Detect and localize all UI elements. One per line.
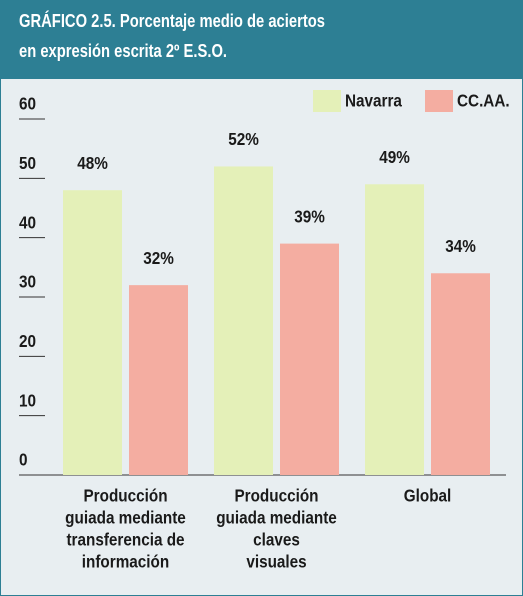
y-tick-label: 50: [19, 153, 36, 173]
legend-label: Navarra: [345, 91, 403, 111]
x-tick-label: guiada mediante: [65, 508, 186, 528]
value-label: 48%: [77, 153, 108, 173]
bar: [63, 190, 122, 475]
title-line: en expresión escrita 2º E.S.O.: [19, 41, 228, 61]
legend-label: CC.AA.: [457, 91, 510, 111]
y-tick-label: 0: [19, 450, 28, 470]
bar: [280, 243, 339, 475]
y-tick-label: 10: [19, 390, 36, 410]
x-tick-label: guiada mediante: [216, 508, 337, 528]
value-label: 52%: [228, 129, 259, 149]
x-tick-label: Producción: [83, 486, 167, 506]
x-tick-label: Global: [404, 486, 452, 506]
y-tick-label: 30: [19, 272, 36, 292]
x-tick-label: claves: [253, 530, 300, 550]
x-tick-label: información: [82, 552, 169, 572]
y-tick-label: 40: [19, 212, 36, 232]
bar: [214, 166, 273, 475]
value-label: 34%: [445, 236, 476, 256]
value-label: 32%: [143, 248, 174, 268]
x-tick-label: transferencia de: [66, 530, 184, 550]
title-line: GRÁFICO 2.5. Porcentaje medio de acierto…: [19, 11, 325, 31]
header: GRÁFICO 2.5. Porcentaje medio de acierto…: [1, 1, 522, 79]
value-label: 49%: [379, 147, 410, 167]
y-tick-label: 20: [19, 331, 36, 351]
legend-swatch: [313, 90, 341, 112]
bar: [365, 184, 424, 475]
bar: [431, 273, 490, 475]
y-tick-label: 60: [19, 94, 36, 114]
x-tick-label: Producción: [234, 486, 318, 506]
bar: [129, 285, 188, 475]
value-label: 39%: [294, 206, 325, 226]
x-tick-label: visuales: [246, 552, 306, 572]
legend-swatch: [425, 90, 453, 112]
